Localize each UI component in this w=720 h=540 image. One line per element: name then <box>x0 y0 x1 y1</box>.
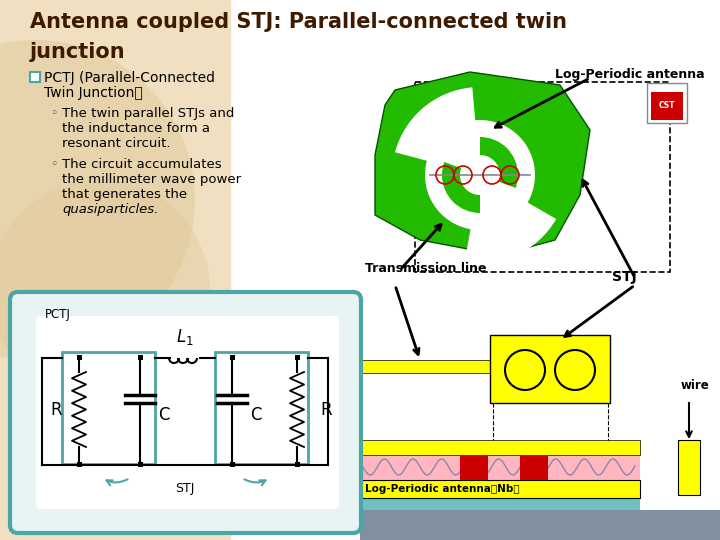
Text: CST: CST <box>659 102 675 111</box>
Wedge shape <box>442 135 480 175</box>
Circle shape <box>425 120 535 230</box>
Circle shape <box>442 137 518 213</box>
FancyBboxPatch shape <box>36 316 339 509</box>
Text: that generates the: that generates the <box>62 188 187 201</box>
FancyBboxPatch shape <box>138 354 143 360</box>
FancyBboxPatch shape <box>215 352 308 464</box>
Text: PCTJ: PCTJ <box>45 308 71 321</box>
Text: $L_1$: $L_1$ <box>176 327 194 347</box>
Text: the inductance form a: the inductance form a <box>62 122 210 135</box>
Polygon shape <box>375 72 590 255</box>
Wedge shape <box>480 175 518 215</box>
FancyBboxPatch shape <box>138 462 143 467</box>
Circle shape <box>0 40 195 360</box>
FancyBboxPatch shape <box>415 82 670 272</box>
Text: Log-Periodic antenna: Log-Periodic antenna <box>555 68 705 81</box>
Text: the millimeter wave power: the millimeter wave power <box>62 173 241 186</box>
Text: The circuit accumulates: The circuit accumulates <box>62 158 222 171</box>
FancyBboxPatch shape <box>651 92 683 120</box>
FancyBboxPatch shape <box>360 440 640 455</box>
Circle shape <box>460 155 500 195</box>
Text: PCTJ (Parallel-Connected: PCTJ (Parallel-Connected <box>44 71 215 85</box>
Text: The twin parallel STJs and: The twin parallel STJs and <box>62 107 235 120</box>
FancyBboxPatch shape <box>294 462 300 467</box>
Text: Twin Junction）: Twin Junction） <box>44 86 143 100</box>
Text: C: C <box>158 406 169 424</box>
Text: STJ: STJ <box>175 482 194 495</box>
FancyBboxPatch shape <box>294 354 300 360</box>
Circle shape <box>0 180 210 400</box>
FancyBboxPatch shape <box>360 498 640 510</box>
Text: ◦: ◦ <box>50 107 58 120</box>
FancyBboxPatch shape <box>360 480 640 498</box>
Text: Antenna coupled STJ: Parallel-connected twin: Antenna coupled STJ: Parallel-connected … <box>30 12 567 32</box>
FancyBboxPatch shape <box>490 335 610 403</box>
Wedge shape <box>464 175 557 263</box>
Text: R: R <box>320 401 332 419</box>
Text: junction: junction <box>30 42 125 62</box>
Wedge shape <box>395 87 480 175</box>
Text: STJ: STJ <box>612 270 636 284</box>
FancyBboxPatch shape <box>230 462 235 467</box>
FancyBboxPatch shape <box>30 72 40 82</box>
Text: wire: wire <box>680 379 709 392</box>
Text: quasiparticles.: quasiparticles. <box>62 203 158 216</box>
FancyBboxPatch shape <box>230 354 235 360</box>
Text: resonant circuit.: resonant circuit. <box>62 137 171 150</box>
FancyBboxPatch shape <box>678 440 700 495</box>
FancyBboxPatch shape <box>76 354 81 360</box>
FancyBboxPatch shape <box>360 360 490 373</box>
FancyBboxPatch shape <box>62 352 155 464</box>
FancyBboxPatch shape <box>360 455 640 480</box>
FancyBboxPatch shape <box>647 83 687 123</box>
Text: R: R <box>50 401 62 419</box>
FancyBboxPatch shape <box>360 510 720 540</box>
Text: ◦: ◦ <box>50 158 58 171</box>
FancyBboxPatch shape <box>520 455 548 480</box>
Text: C: C <box>250 406 261 424</box>
Text: Transmission line: Transmission line <box>365 262 487 275</box>
FancyBboxPatch shape <box>76 462 81 467</box>
FancyBboxPatch shape <box>460 455 488 480</box>
Text: Log-Periodic antenna（Nb）: Log-Periodic antenna（Nb） <box>365 484 520 494</box>
FancyBboxPatch shape <box>10 292 361 533</box>
